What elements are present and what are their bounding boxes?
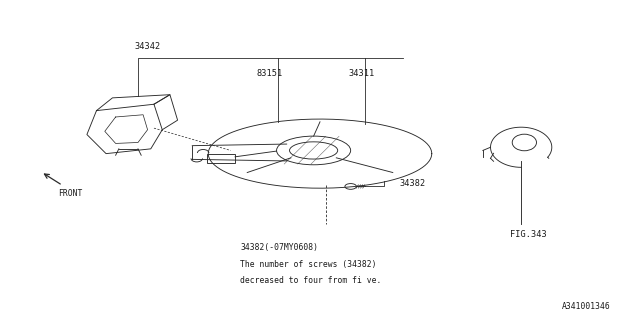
Text: decreased to four from fi ve.: decreased to four from fi ve. <box>240 276 381 285</box>
Text: FRONT: FRONT <box>58 189 83 198</box>
Text: FIG.343: FIG.343 <box>509 230 547 239</box>
Text: The number of screws (34382): The number of screws (34382) <box>240 260 377 269</box>
Text: 34311: 34311 <box>349 69 375 78</box>
Text: 83151: 83151 <box>256 69 282 78</box>
Text: 34342: 34342 <box>135 42 161 52</box>
Text: 34382(-07MY0608): 34382(-07MY0608) <box>240 243 318 252</box>
Text: A341001346: A341001346 <box>562 302 611 311</box>
Text: 34382: 34382 <box>400 180 426 188</box>
Bar <box>207 154 235 163</box>
